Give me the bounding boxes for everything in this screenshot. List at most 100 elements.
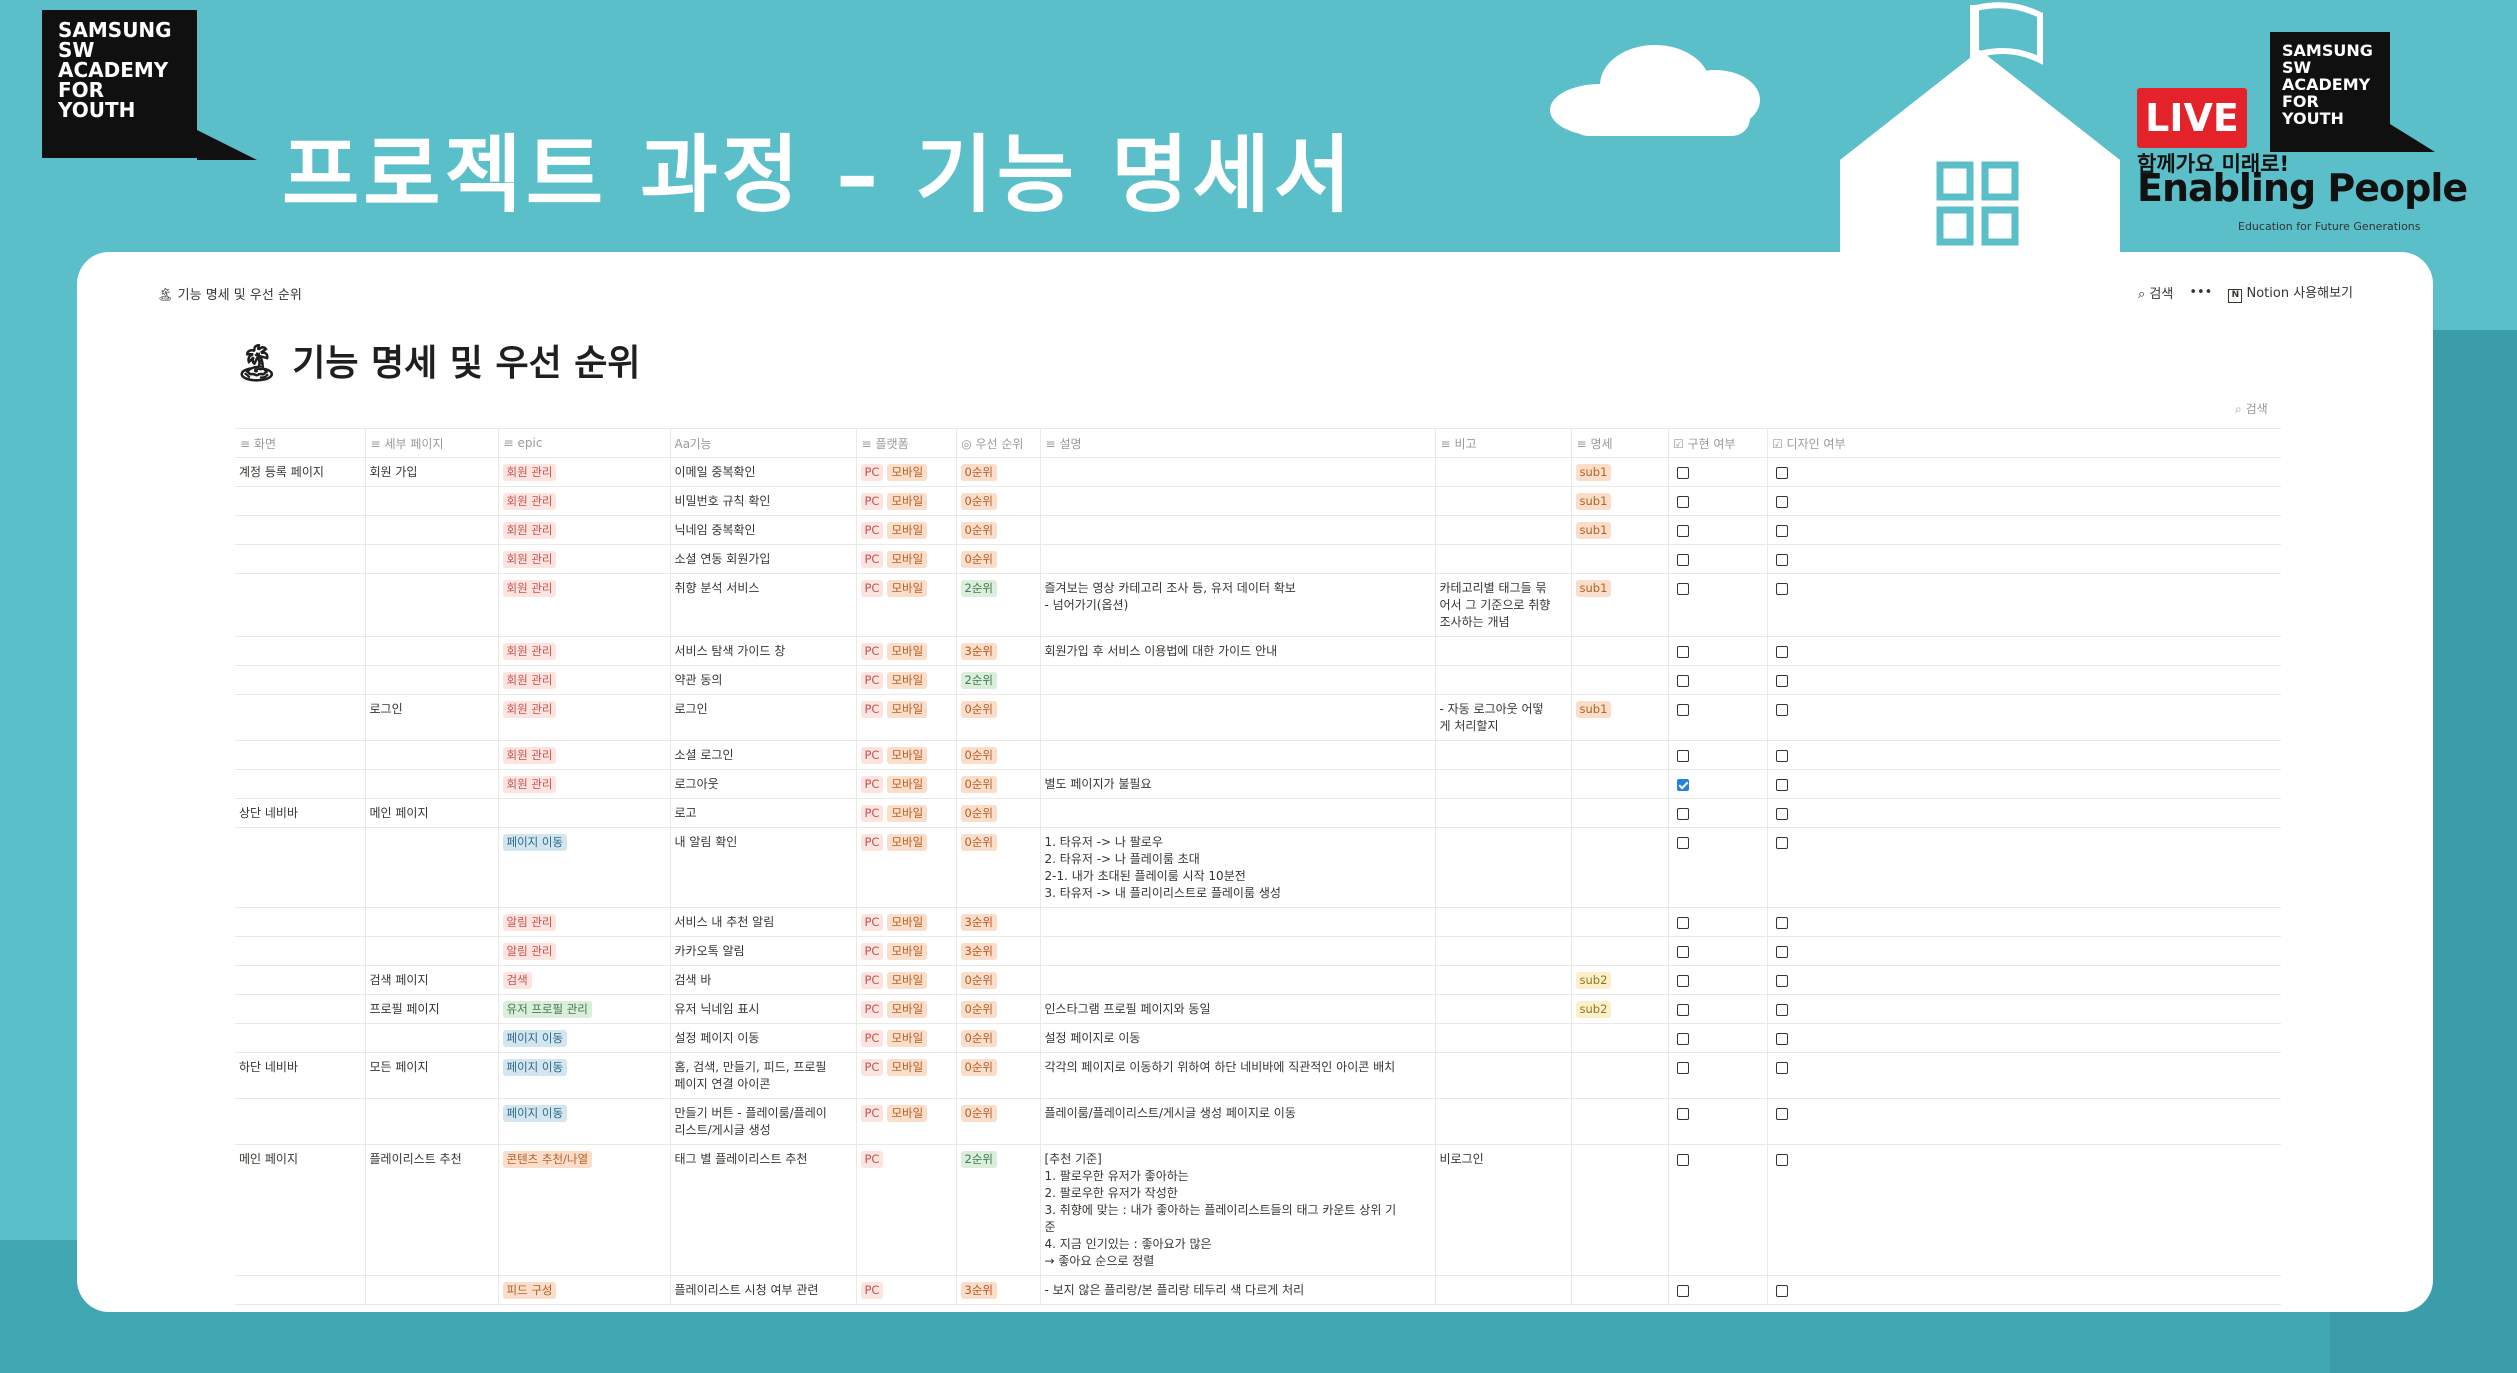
designed-checkbox[interactable]: [1775, 466, 1788, 479]
spec-cell[interactable]: [1571, 1275, 1669, 1305]
feature-cell[interactable]: 취향 분석 서비스: [670, 573, 857, 637]
sub-page-cell[interactable]: 프로필 페이지: [365, 994, 499, 1024]
sub-page-cell[interactable]: [365, 544, 499, 574]
priority-cell[interactable]: 0순위: [956, 544, 1041, 574]
screen-cell[interactable]: [235, 544, 366, 574]
screen-cell[interactable]: [235, 515, 366, 545]
platform-cell[interactable]: PC 모바일: [856, 1023, 957, 1053]
description-cell[interactable]: [1040, 965, 1436, 995]
spec-cell[interactable]: [1571, 544, 1669, 574]
description-cell[interactable]: [1040, 936, 1436, 966]
designed-checkbox[interactable]: [1775, 495, 1788, 508]
note-cell[interactable]: [1435, 994, 1572, 1024]
search-button[interactable]: ⌕ 검색: [2138, 283, 2173, 302]
sub-page-cell[interactable]: 모든 페이지: [365, 1052, 499, 1099]
screen-cell[interactable]: 메인 페이지: [235, 1144, 366, 1276]
spec-cell[interactable]: [1571, 769, 1669, 799]
spec-cell[interactable]: [1571, 798, 1669, 828]
screen-cell[interactable]: [235, 486, 366, 516]
epic-cell[interactable]: 유저 프로필 관리: [498, 994, 671, 1024]
designed-checkbox[interactable]: [1775, 836, 1788, 849]
feature-cell[interactable]: 로그인: [670, 694, 857, 741]
table-row[interactable]: 하단 네비바 모든 페이지 페이지 이동 홈, 검색, 만들기, 피드, 프로필 페이…: [235, 1052, 2281, 1099]
implemented-checkbox[interactable]: [1676, 749, 1689, 762]
implemented-checkbox[interactable]: [1676, 524, 1689, 537]
sub-page-cell[interactable]: [365, 740, 499, 770]
implemented-cell[interactable]: [1668, 1098, 1768, 1145]
note-cell[interactable]: [1435, 636, 1572, 666]
description-cell[interactable]: [1040, 457, 1436, 487]
column-header[interactable]: ≡ 플랫폼: [856, 428, 957, 458]
implemented-checkbox[interactable]: [1676, 1061, 1689, 1074]
designed-checkbox[interactable]: [1775, 1107, 1788, 1120]
spec-cell[interactable]: [1571, 1098, 1669, 1145]
table-row[interactable]: 회원 관리 닉네임 중복확인 PC 모바일 0순위 sub1: [235, 515, 2281, 545]
designed-cell[interactable]: [1767, 515, 2281, 545]
priority-cell[interactable]: 0순위: [956, 994, 1041, 1024]
spec-cell[interactable]: [1571, 936, 1669, 966]
note-cell[interactable]: [1435, 665, 1572, 695]
designed-cell[interactable]: [1767, 1144, 2281, 1276]
spec-cell[interactable]: sub1: [1571, 573, 1669, 637]
note-cell[interactable]: 비로그인: [1435, 1144, 1572, 1276]
platform-cell[interactable]: PC 모바일: [856, 740, 957, 770]
feature-cell[interactable]: 검색 바: [670, 965, 857, 995]
spec-cell[interactable]: [1571, 740, 1669, 770]
designed-checkbox[interactable]: [1775, 778, 1788, 791]
description-cell[interactable]: [1040, 665, 1436, 695]
description-cell[interactable]: 즐겨보는 영상 카테고리 조사 등, 유저 데이터 확보 - 넘어가기(옵션): [1040, 573, 1436, 637]
priority-cell[interactable]: 2순위: [956, 665, 1041, 695]
implemented-checkbox[interactable]: [1676, 1003, 1689, 1016]
table-row[interactable]: 프로필 페이지 유저 프로필 관리 유저 닉네임 표시 PC 모바일 0순위 인스타그램 프…: [235, 994, 2281, 1024]
designed-checkbox[interactable]: [1775, 1003, 1788, 1016]
description-cell[interactable]: [1040, 740, 1436, 770]
implemented-checkbox[interactable]: [1676, 582, 1689, 595]
designed-checkbox[interactable]: [1775, 674, 1788, 687]
screen-cell[interactable]: [235, 694, 366, 741]
epic-cell[interactable]: 알림 관리: [498, 907, 671, 937]
spec-cell[interactable]: sub1: [1571, 515, 1669, 545]
platform-cell[interactable]: PC 모바일: [856, 936, 957, 966]
screen-cell[interactable]: [235, 740, 366, 770]
table-search[interactable]: ⌕ 검색: [2235, 400, 2268, 417]
description-cell[interactable]: 회원가입 후 서비스 이용법에 대한 가이드 안내: [1040, 636, 1436, 666]
sub-page-cell[interactable]: [365, 515, 499, 545]
implemented-cell[interactable]: [1668, 907, 1768, 937]
implemented-checkbox[interactable]: [1676, 945, 1689, 958]
epic-cell[interactable]: 회원 관리: [498, 515, 671, 545]
implemented-checkbox[interactable]: [1676, 1284, 1689, 1297]
sub-page-cell[interactable]: 검색 페이지: [365, 965, 499, 995]
sub-page-cell[interactable]: [365, 1023, 499, 1053]
try-notion-button[interactable]: N Notion 사용해보기: [2228, 282, 2353, 303]
implemented-cell[interactable]: [1668, 1052, 1768, 1099]
column-header[interactable]: ≡ 비고: [1435, 428, 1572, 458]
priority-cell[interactable]: 0순위: [956, 457, 1041, 487]
implemented-cell[interactable]: [1668, 636, 1768, 666]
table-row[interactable]: 회원 관리 소셜 로그인 PC 모바일 0순위: [235, 740, 2281, 770]
description-cell[interactable]: [1040, 907, 1436, 937]
designed-checkbox[interactable]: [1775, 553, 1788, 566]
screen-cell[interactable]: 상단 네비바: [235, 798, 366, 828]
platform-cell[interactable]: PC 모바일: [856, 694, 957, 741]
table-row[interactable]: 회원 관리 비밀번호 규칙 확인 PC 모바일 0순위 sub1: [235, 486, 2281, 516]
epic-cell[interactable]: 페이지 이동: [498, 1052, 671, 1099]
priority-cell[interactable]: 0순위: [956, 965, 1041, 995]
description-cell[interactable]: - 보지 않은 플리랑/본 플리랑 테두리 색 다르게 처리: [1040, 1275, 1436, 1305]
spec-cell[interactable]: sub2: [1571, 965, 1669, 995]
note-cell[interactable]: [1435, 740, 1572, 770]
priority-cell[interactable]: 0순위: [956, 827, 1041, 908]
feature-cell[interactable]: 플레이리스트 시청 여부 관련: [670, 1275, 857, 1305]
screen-cell[interactable]: [235, 769, 366, 799]
screen-cell[interactable]: [235, 994, 366, 1024]
implemented-cell[interactable]: [1668, 694, 1768, 741]
note-cell[interactable]: [1435, 1098, 1572, 1145]
note-cell[interactable]: [1435, 457, 1572, 487]
implemented-cell[interactable]: [1668, 544, 1768, 574]
sub-page-cell[interactable]: [365, 936, 499, 966]
description-cell[interactable]: 별도 페이지가 불필요: [1040, 769, 1436, 799]
screen-cell[interactable]: [235, 827, 366, 908]
description-cell[interactable]: 인스타그램 프로필 페이지와 동일: [1040, 994, 1436, 1024]
epic-cell[interactable]: 페이지 이동: [498, 1098, 671, 1145]
implemented-checkbox[interactable]: [1676, 916, 1689, 929]
epic-cell[interactable]: 검색: [498, 965, 671, 995]
